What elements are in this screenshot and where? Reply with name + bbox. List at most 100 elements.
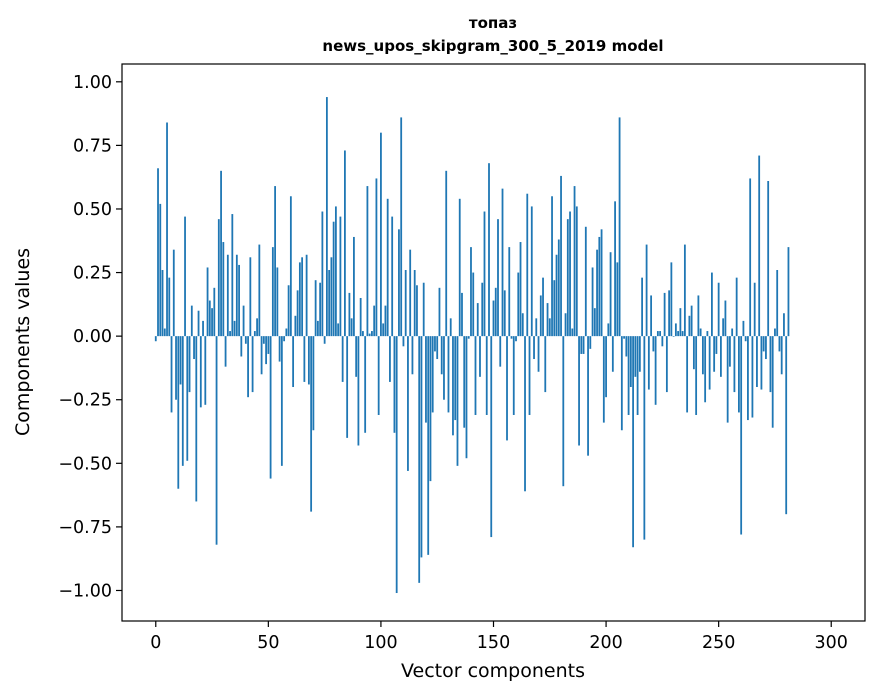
bar (729, 336, 731, 367)
bar (551, 196, 553, 337)
bar (465, 336, 468, 459)
bar (470, 247, 472, 337)
bar (395, 336, 398, 594)
bar (211, 308, 213, 337)
chart-title-line2: news_upos_skipgram_300_5_2019 model (322, 37, 663, 55)
bar (571, 328, 574, 337)
bar (461, 292, 463, 337)
bar (780, 336, 783, 375)
bar (535, 318, 538, 337)
x-tick-label: 300 (815, 633, 848, 653)
bar (733, 336, 736, 393)
bar (413, 270, 416, 337)
bar (555, 254, 558, 337)
bar (422, 282, 425, 337)
bar (670, 262, 673, 337)
bar (443, 336, 445, 400)
bar (368, 333, 371, 337)
bar (449, 318, 452, 337)
bar (251, 336, 254, 393)
bar (238, 264, 240, 337)
bar (625, 336, 628, 357)
bar (713, 336, 716, 372)
bar (778, 336, 781, 352)
bar (310, 336, 313, 512)
bar (539, 295, 542, 337)
bar (758, 155, 761, 337)
bar (247, 336, 249, 398)
bar (262, 336, 265, 344)
bar (249, 257, 252, 337)
bar (283, 336, 286, 342)
bar (181, 336, 184, 466)
bar (292, 336, 295, 388)
bar (683, 244, 686, 337)
bar (447, 336, 450, 413)
plot-frame (121, 63, 866, 622)
bar (629, 336, 632, 388)
bar (265, 336, 267, 365)
bar (434, 336, 436, 352)
y-tick-label: 0.00 (73, 327, 112, 347)
bar (661, 336, 664, 347)
bar (274, 186, 276, 337)
bar (618, 117, 621, 337)
bar (503, 290, 506, 337)
bar (425, 336, 427, 423)
bar (580, 336, 583, 354)
y-tick-label: −0.75 (58, 518, 112, 538)
x-tick-label: 200 (589, 633, 622, 653)
x-tick-label: 0 (150, 633, 161, 653)
bar (742, 320, 745, 337)
bar (301, 257, 304, 337)
bar (765, 336, 767, 360)
bar (325, 97, 328, 337)
bar (431, 336, 434, 413)
bar (623, 336, 625, 339)
bar (598, 236, 601, 337)
bar (785, 336, 788, 515)
bar (427, 336, 430, 555)
bar (163, 328, 166, 337)
bar (260, 336, 263, 375)
bar (591, 267, 594, 337)
bar (157, 168, 159, 337)
bar (389, 336, 391, 382)
bar (699, 328, 702, 337)
bar (717, 282, 720, 337)
bar (605, 336, 607, 398)
bar (355, 336, 358, 377)
bar (400, 117, 403, 337)
bar (688, 315, 691, 337)
bar (456, 336, 459, 466)
bar (643, 336, 646, 540)
bar (220, 170, 222, 337)
bar (303, 336, 306, 382)
bar (650, 295, 653, 337)
bar (488, 163, 490, 337)
bar (366, 186, 369, 337)
bar (307, 336, 310, 385)
bar (724, 300, 727, 337)
bar (652, 336, 655, 352)
bar (562, 336, 565, 487)
bar (411, 336, 414, 375)
bar (217, 219, 220, 337)
bar (490, 336, 493, 538)
bar (544, 336, 547, 393)
bar (690, 305, 693, 337)
bar (668, 290, 671, 337)
bar (195, 336, 198, 502)
bar (731, 328, 734, 337)
bar (440, 336, 443, 375)
bar (616, 262, 619, 337)
bar (575, 206, 578, 337)
bar (686, 336, 689, 413)
bar (596, 249, 598, 337)
bar (357, 336, 360, 446)
y-tick-label: 1.00 (73, 73, 112, 93)
bar (695, 336, 698, 415)
bar (582, 336, 585, 354)
y-tick-label: 0.75 (73, 136, 112, 156)
